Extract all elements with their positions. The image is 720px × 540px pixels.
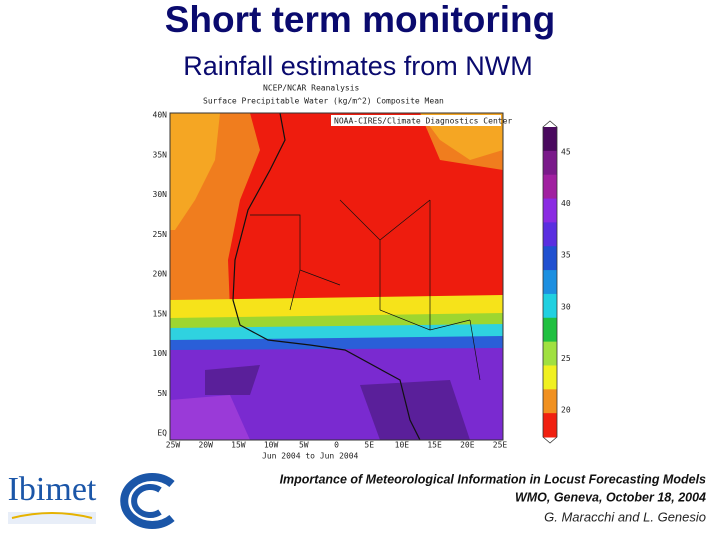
title: Short term monitoring xyxy=(165,0,556,40)
colorbar-swatch xyxy=(543,389,557,414)
colorbar-swatch xyxy=(543,317,557,343)
colorbar-label: 25 xyxy=(561,354,571,363)
map-period: Jun 2004 to Jun 2004 xyxy=(262,452,359,461)
map-field xyxy=(170,336,503,352)
lon-label: 15W xyxy=(231,441,246,450)
map-field xyxy=(228,113,503,310)
ibimet-logo: Ibimet xyxy=(8,471,97,524)
lon-label: 0 xyxy=(334,441,339,450)
lon-label: 25W xyxy=(166,441,181,450)
lon-label: 10W xyxy=(264,441,279,450)
logo-text: Ibimet xyxy=(8,471,97,508)
map-field xyxy=(170,295,503,320)
colorbar-label: 35 xyxy=(561,251,571,260)
map: NOAA-CIRES/Climate Diagnostics Center xyxy=(169,112,512,441)
map-source: NCEP/NCAR Reanalysis xyxy=(263,84,360,93)
logo-arc xyxy=(120,473,175,529)
lat-label: 40N xyxy=(153,111,168,120)
colorbar-swatch xyxy=(543,174,557,200)
colorbar-swatch xyxy=(543,198,557,223)
colorbar-swatch xyxy=(543,293,557,319)
lon-labels: 25W 20W 15W 10W 5W 0 5E 10E 15E 20E 25E xyxy=(166,441,508,450)
lon-label: 5W xyxy=(299,441,309,450)
footer-line: WMO, Geneva, October 18, 2004 xyxy=(515,490,706,504)
map-field xyxy=(360,380,470,440)
lon-label: 15E xyxy=(427,441,442,450)
lat-label: 35N xyxy=(153,150,168,159)
footer-line: Importance of Meteorological Information… xyxy=(280,472,706,486)
lat-label: 25N xyxy=(153,230,168,239)
colorbar-swatch xyxy=(543,341,557,366)
lon-label: 25E xyxy=(493,441,508,450)
colorbar-label: 30 xyxy=(561,302,571,311)
colorbar-swatch xyxy=(543,365,557,390)
colorbar-swatch xyxy=(543,413,557,438)
map-credit: NOAA-CIRES/Climate Diagnostics Center xyxy=(334,117,512,126)
logo-wave xyxy=(11,512,93,519)
lon-label: 5E xyxy=(364,441,374,450)
credit-box xyxy=(331,115,501,126)
colorbar-swatch xyxy=(543,222,557,247)
logo-arc xyxy=(131,484,162,518)
map-field xyxy=(170,113,220,230)
colorbar-swatch xyxy=(543,150,557,176)
colorbar-swatch xyxy=(543,270,557,295)
lat-label: 10N xyxy=(153,349,168,358)
cnr-logo xyxy=(120,473,175,529)
lat-label: EQ xyxy=(157,429,167,438)
map-field xyxy=(170,395,250,440)
coastline xyxy=(232,113,421,440)
lat-labels: 40N 35N 30N 25N 20N 15N 10N 5N EQ xyxy=(153,111,168,438)
map-field xyxy=(205,365,260,395)
lat-label: 15N xyxy=(153,309,168,318)
colorbar-label: 45 xyxy=(561,148,571,157)
colorbar: 45 40 35 30 25 20 xyxy=(542,120,571,444)
lon-label: 10E xyxy=(395,441,410,450)
lat-label: 20N xyxy=(153,270,168,279)
lat-label: 5N xyxy=(157,389,167,398)
footer-authors: G. Maracchi and L. Genesio xyxy=(544,509,706,524)
colorbar-label: 40 xyxy=(561,199,571,208)
lon-label: 20W xyxy=(198,441,213,450)
colorbar-label: 20 xyxy=(561,406,571,415)
border xyxy=(250,199,481,381)
colorbar-swatch xyxy=(543,246,557,271)
lat-label: 30N xyxy=(153,190,168,199)
colorbar-frame xyxy=(542,120,558,444)
subtitle: Rainfall estimates from NWM xyxy=(183,51,533,81)
map-frame xyxy=(169,112,504,441)
colorbar-swatch xyxy=(543,127,557,152)
lon-label: 20E xyxy=(460,441,475,450)
map-variable: Surface Precipitable Water (kg/m^2) Comp… xyxy=(203,97,444,106)
